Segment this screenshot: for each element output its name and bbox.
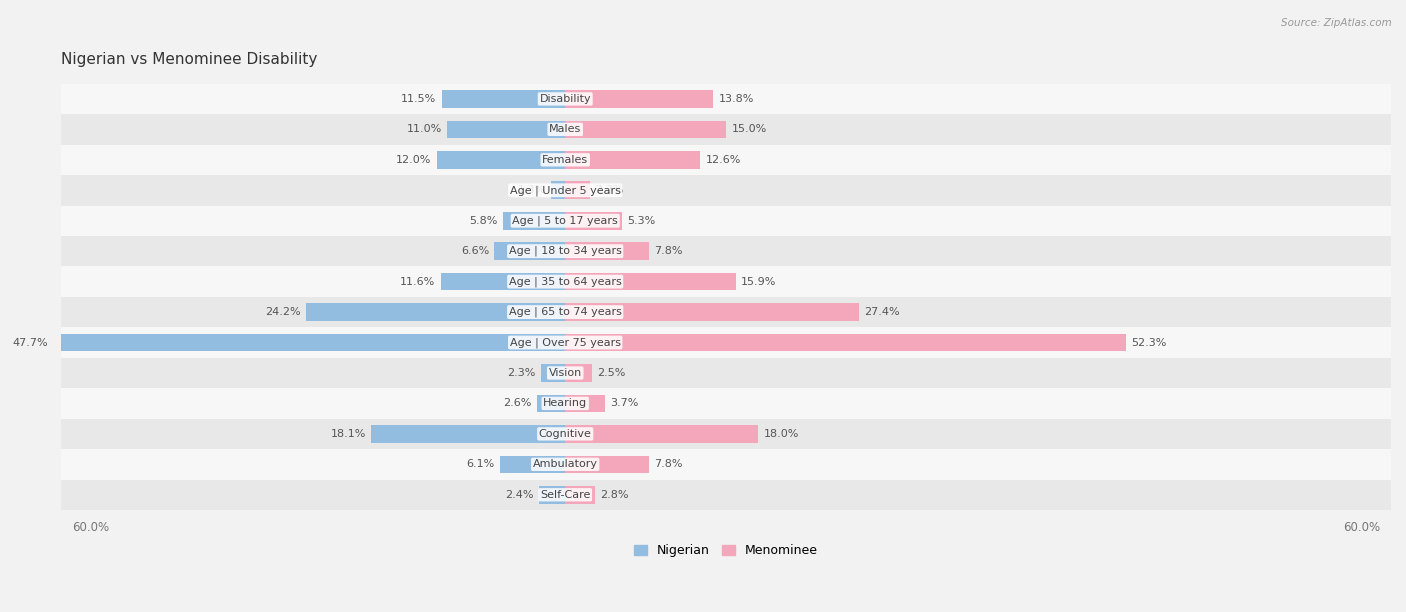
Text: 7.8%: 7.8% <box>654 246 683 256</box>
Text: Age | 35 to 64 years: Age | 35 to 64 years <box>509 277 621 287</box>
Bar <box>30 480 1406 510</box>
Text: 2.3%: 2.3% <box>595 185 624 195</box>
Bar <box>30 449 1406 480</box>
Text: 12.0%: 12.0% <box>395 155 432 165</box>
Bar <box>503 212 565 230</box>
Text: Disability: Disability <box>540 94 591 104</box>
Text: Nigerian vs Menominee Disability: Nigerian vs Menominee Disability <box>62 52 318 67</box>
Text: 2.5%: 2.5% <box>598 368 626 378</box>
Legend: Nigerian, Menominee: Nigerian, Menominee <box>630 539 823 562</box>
Bar <box>565 242 650 260</box>
Bar <box>540 364 565 382</box>
Text: Age | Over 75 years: Age | Over 75 years <box>510 337 620 348</box>
Text: 11.5%: 11.5% <box>401 94 436 104</box>
Text: 6.1%: 6.1% <box>467 460 495 469</box>
Text: 13.8%: 13.8% <box>718 94 754 104</box>
Text: 47.7%: 47.7% <box>13 338 48 348</box>
Bar <box>436 151 565 169</box>
Text: 2.4%: 2.4% <box>506 490 534 500</box>
Bar <box>30 175 1406 206</box>
Text: 2.3%: 2.3% <box>506 368 536 378</box>
Text: 27.4%: 27.4% <box>865 307 900 317</box>
Bar <box>371 425 565 442</box>
Bar <box>30 266 1406 297</box>
Text: 1.3%: 1.3% <box>517 185 546 195</box>
Text: 5.3%: 5.3% <box>627 215 655 226</box>
Bar <box>30 84 1406 114</box>
Text: 5.8%: 5.8% <box>470 215 498 226</box>
Bar <box>565 486 595 504</box>
Text: 3.7%: 3.7% <box>610 398 638 408</box>
Text: Age | 18 to 34 years: Age | 18 to 34 years <box>509 246 621 256</box>
Bar <box>565 212 621 230</box>
Bar <box>565 304 859 321</box>
Text: Males: Males <box>550 124 581 135</box>
Text: Vision: Vision <box>548 368 582 378</box>
Text: 15.9%: 15.9% <box>741 277 776 286</box>
Text: Self-Care: Self-Care <box>540 490 591 500</box>
Text: Cognitive: Cognitive <box>538 429 592 439</box>
Bar <box>540 486 565 504</box>
Text: 24.2%: 24.2% <box>264 307 301 317</box>
Bar <box>565 334 1126 351</box>
Bar <box>565 273 735 291</box>
Bar <box>565 181 591 199</box>
Text: Source: ZipAtlas.com: Source: ZipAtlas.com <box>1281 18 1392 28</box>
Bar <box>305 304 565 321</box>
Bar <box>447 121 565 138</box>
Bar <box>565 364 592 382</box>
Text: 6.6%: 6.6% <box>461 246 489 256</box>
Bar <box>30 388 1406 419</box>
Bar <box>441 90 565 108</box>
Bar <box>499 455 565 473</box>
Text: 12.6%: 12.6% <box>706 155 741 165</box>
Text: 18.1%: 18.1% <box>330 429 366 439</box>
Bar <box>30 114 1406 144</box>
Text: Age | 65 to 74 years: Age | 65 to 74 years <box>509 307 621 318</box>
Text: Hearing: Hearing <box>543 398 588 408</box>
Text: Age | Under 5 years: Age | Under 5 years <box>510 185 620 195</box>
Bar <box>565 90 713 108</box>
Bar <box>441 273 565 291</box>
Bar <box>30 358 1406 388</box>
Bar <box>565 151 700 169</box>
Text: 11.6%: 11.6% <box>401 277 436 286</box>
Bar <box>565 121 725 138</box>
Bar <box>30 144 1406 175</box>
Bar <box>565 395 605 412</box>
Text: 15.0%: 15.0% <box>731 124 766 135</box>
Text: 60.0%: 60.0% <box>72 521 110 534</box>
Text: Ambulatory: Ambulatory <box>533 460 598 469</box>
Bar <box>565 455 650 473</box>
Text: 18.0%: 18.0% <box>763 429 799 439</box>
Bar <box>30 236 1406 266</box>
Text: 2.8%: 2.8% <box>600 490 628 500</box>
Text: 7.8%: 7.8% <box>654 460 683 469</box>
Bar <box>30 297 1406 327</box>
Bar <box>53 334 565 351</box>
Text: Age | 5 to 17 years: Age | 5 to 17 years <box>512 215 619 226</box>
Bar <box>565 425 758 442</box>
Text: Females: Females <box>543 155 588 165</box>
Bar <box>537 395 565 412</box>
Text: 60.0%: 60.0% <box>1343 521 1381 534</box>
Text: 11.0%: 11.0% <box>406 124 441 135</box>
Bar <box>30 419 1406 449</box>
Text: 2.6%: 2.6% <box>503 398 531 408</box>
Bar <box>30 206 1406 236</box>
Bar <box>495 242 565 260</box>
Bar <box>551 181 565 199</box>
Text: 52.3%: 52.3% <box>1132 338 1167 348</box>
Bar <box>30 327 1406 358</box>
